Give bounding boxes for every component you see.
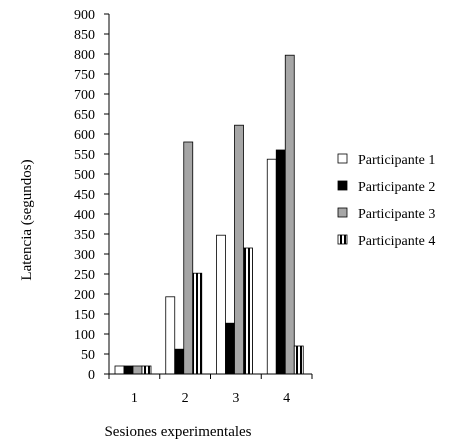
y-tick-label: 700	[74, 88, 95, 103]
y-axis-ticks: 0 50 100 150 200 250 300 350 400 450 500 550 600 650 7…	[74, 8, 109, 383]
x-axis-title: Sesiones experimentales	[104, 424, 251, 440]
bar-participante-4-3	[243, 247, 253, 375]
bar-participante-2-2	[174, 348, 185, 375]
y-tick-label: 650	[74, 108, 95, 123]
legend-swatch-participante-1	[337, 153, 348, 164]
y-tick-label: 50	[81, 348, 95, 363]
bar-participante-4-1	[141, 365, 152, 375]
bar-participante-4-4	[293, 345, 304, 375]
y-tick-label: 600	[74, 128, 95, 143]
legend-label: Participante 1	[358, 153, 435, 168]
bar-participante-4-2	[192, 272, 203, 375]
legend: Participante 1 Participante 2 Participante…	[337, 153, 435, 249]
bars-group	[114, 54, 304, 375]
bar-participante-1-3	[216, 234, 226, 375]
bar-participante-1-4	[266, 158, 277, 375]
legend-swatch-participante-3	[337, 207, 348, 218]
legend-label: Participante 3	[358, 207, 435, 222]
x-tick-label: 3	[232, 391, 239, 406]
x-axis-ticks: 1 2 3 4	[108, 374, 313, 406]
y-tick-label: 200	[74, 288, 95, 303]
bar-participante-3-4	[284, 54, 295, 375]
legend-label: Participante 2	[358, 180, 435, 195]
legend-swatch-participante-4	[337, 234, 348, 245]
y-tick-label: 300	[74, 248, 95, 263]
y-tick-label: 850	[74, 28, 95, 43]
legend-label: Participante 4	[358, 234, 435, 249]
legend-swatch-participante-2	[337, 180, 348, 191]
x-tick-label: 2	[182, 391, 189, 406]
bar-participante-3-1	[132, 365, 143, 375]
y-tick-label: 350	[74, 228, 95, 243]
x-tick-label: 4	[283, 391, 290, 406]
bar-participante-2-1	[123, 365, 134, 375]
y-tick-label: 500	[74, 168, 95, 183]
y-tick-label: 550	[74, 148, 95, 163]
y-tick-label: 450	[74, 188, 95, 203]
bar-participante-1-2	[165, 296, 176, 375]
y-tick-label: 250	[74, 268, 95, 283]
y-tick-label: 100	[74, 328, 95, 343]
y-tick-label: 750	[74, 68, 95, 83]
bar-participante-2-3	[225, 322, 235, 375]
bar-participante-2-4	[275, 149, 286, 375]
bar-participante-1-1	[114, 365, 125, 375]
y-axis-title: Latencia (segundos)	[19, 159, 35, 280]
y-tick-label: 0	[88, 368, 95, 383]
x-tick-label: 1	[131, 391, 138, 406]
y-tick-label: 400	[74, 208, 95, 223]
bar-participante-3-3	[234, 124, 244, 375]
y-tick-label: 150	[74, 308, 95, 323]
y-tick-label: 800	[74, 48, 95, 63]
y-tick-label: 900	[74, 8, 95, 23]
bar-participante-3-2	[183, 141, 194, 375]
